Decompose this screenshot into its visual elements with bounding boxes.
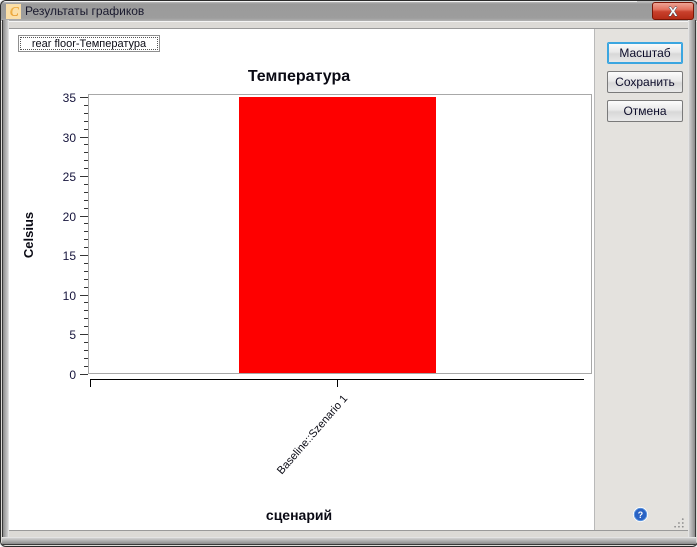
- svg-text:?: ?: [638, 510, 643, 520]
- svg-text:C: C: [10, 4, 20, 19]
